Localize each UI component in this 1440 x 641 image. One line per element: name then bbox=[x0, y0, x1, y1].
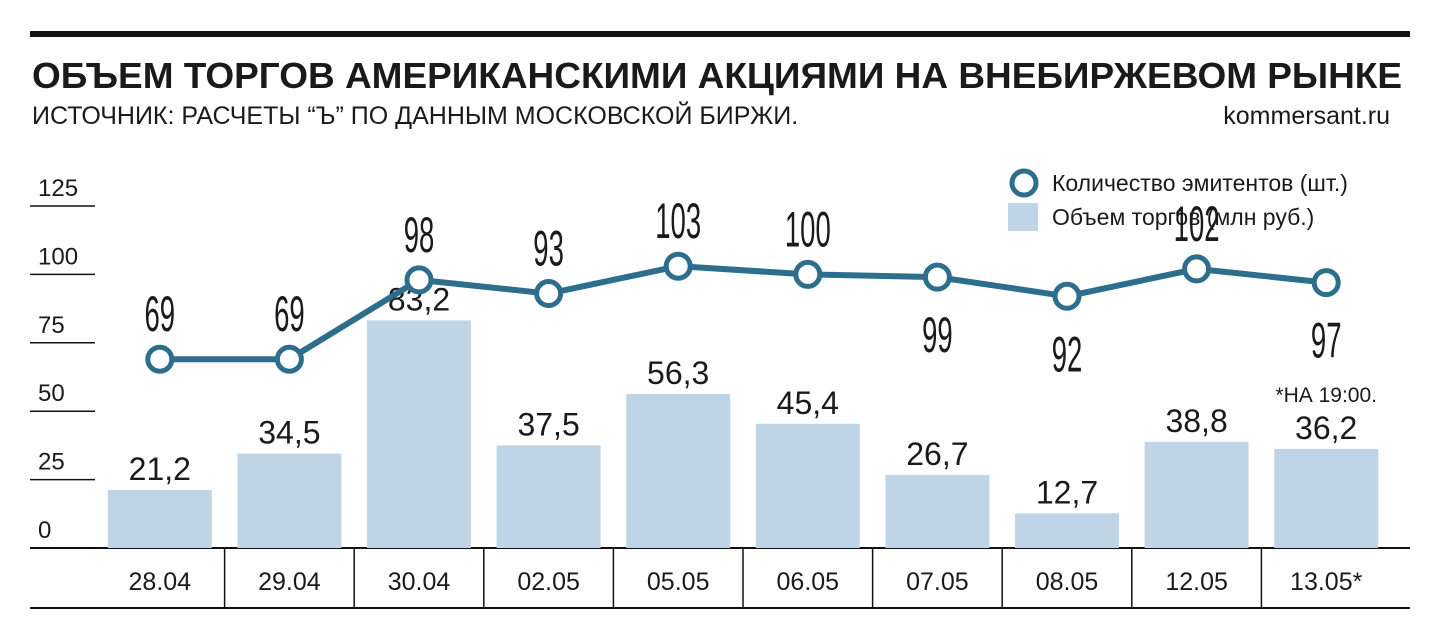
point-label: 69 bbox=[145, 285, 176, 342]
bar-value-label: 34,5 bbox=[258, 415, 320, 451]
legend-marker bbox=[1009, 168, 1039, 198]
x-tick-label: 02.05 bbox=[517, 568, 580, 596]
x-tick-label: 08.05 bbox=[1036, 568, 1099, 596]
point-label: 103 bbox=[655, 192, 701, 249]
legend-label: Объем торгов (млн руб.) bbox=[1052, 204, 1314, 230]
point-label: 102 bbox=[1174, 195, 1220, 252]
point-label: 100 bbox=[785, 201, 831, 258]
point bbox=[274, 344, 304, 374]
point bbox=[1052, 281, 1082, 311]
point-label-group: 97 bbox=[1311, 312, 1342, 369]
point bbox=[663, 251, 693, 281]
point-label-group: 69 bbox=[145, 285, 176, 342]
point-label-group: 99 bbox=[922, 306, 953, 363]
bar-value-label: 38,8 bbox=[1165, 403, 1227, 439]
point-label: 99 bbox=[922, 306, 953, 363]
point bbox=[1182, 254, 1212, 284]
point-label: 92 bbox=[1052, 325, 1083, 382]
point-label-group: 98 bbox=[404, 206, 435, 263]
top-rule bbox=[30, 31, 1410, 37]
point bbox=[404, 265, 434, 295]
point-label-group: 92 bbox=[1052, 325, 1083, 382]
x-tick-label: 07.05 bbox=[906, 568, 969, 596]
y-tick-label: 50 bbox=[38, 380, 65, 407]
point bbox=[922, 262, 952, 292]
bar-value-label: 56,3 bbox=[647, 355, 709, 391]
x-tick-label: 28.04 bbox=[129, 568, 192, 596]
bar bbox=[367, 320, 471, 548]
point-label-group: 102 bbox=[1174, 195, 1220, 252]
y-tick-label: 25 bbox=[38, 449, 65, 476]
line bbox=[159, 263, 1327, 363]
x-tick-label: 30.04 bbox=[388, 568, 451, 596]
annotation: *НА 19:00. bbox=[1275, 384, 1377, 407]
bar bbox=[755, 423, 860, 548]
point-label-group: 93 bbox=[533, 220, 564, 277]
point bbox=[793, 259, 823, 289]
point-label: 98 bbox=[404, 206, 435, 263]
bar-value-label: 26,7 bbox=[906, 436, 968, 472]
bar bbox=[885, 474, 990, 548]
bar-value-label: 45,4 bbox=[777, 385, 839, 421]
y-tick-label: 0 bbox=[38, 517, 51, 544]
bar bbox=[1274, 448, 1379, 548]
y-tick-label: 125 bbox=[38, 175, 78, 202]
bar-value-label: 37,5 bbox=[517, 406, 579, 442]
y-tick-label: 100 bbox=[38, 243, 78, 270]
point-label-group: 100 bbox=[785, 201, 831, 258]
bar bbox=[496, 445, 601, 548]
bar bbox=[1015, 513, 1119, 548]
bar-value-label: 12,7 bbox=[1036, 474, 1098, 510]
x-tick-label: 06.05 bbox=[777, 568, 840, 596]
point-label: 69 bbox=[274, 285, 305, 342]
x-tick-label: 12.05 bbox=[1165, 568, 1228, 596]
x-tick-label: 05.05 bbox=[647, 568, 710, 596]
legend-label: Количество эмитентов (шт.) bbox=[1052, 170, 1348, 196]
chart-title: ОБЪЕМ ТОРГОВ АМЕРИКАНСКИМИ АКЦИЯМИ НА ВН… bbox=[32, 55, 1402, 96]
point bbox=[1311, 268, 1341, 298]
point-label: 93 bbox=[533, 220, 564, 277]
y-tick-label: 75 bbox=[38, 312, 65, 339]
chart-subtitle: ИСТОЧНИК: РАСЧЕТЫ “Ъ” ПО ДАННЫМ МОСКОВСК… bbox=[32, 100, 798, 130]
legend-marker bbox=[1008, 203, 1038, 231]
bar bbox=[107, 489, 212, 548]
x-tick-label: 13.05* bbox=[1290, 568, 1363, 596]
bar bbox=[237, 453, 342, 548]
point bbox=[534, 279, 564, 309]
bar bbox=[626, 393, 731, 548]
x-tick-label: 29.04 bbox=[258, 568, 321, 596]
source: kommersant.ru bbox=[1223, 102, 1390, 130]
point-label-group: 69 bbox=[274, 285, 305, 342]
bar bbox=[1144, 441, 1249, 548]
bar-value-label: 21,2 bbox=[129, 451, 191, 487]
bar-value-label: 36,2 bbox=[1295, 410, 1357, 446]
point-label-group: 103 bbox=[655, 192, 701, 249]
point-label: 97 bbox=[1311, 312, 1342, 369]
point bbox=[145, 344, 175, 374]
